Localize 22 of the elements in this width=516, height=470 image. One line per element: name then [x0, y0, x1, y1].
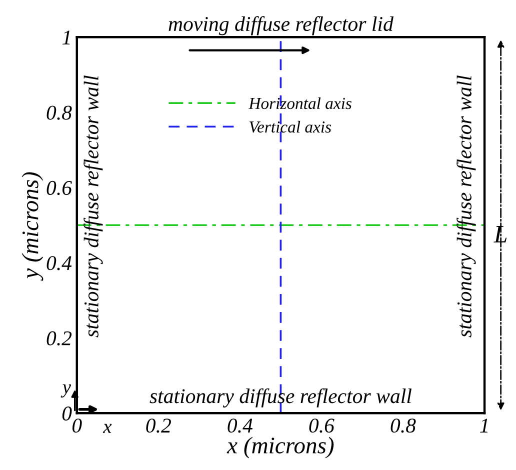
- x-tick-label: 1: [480, 418, 488, 432]
- y-tick-label: 0.8: [46, 106, 72, 120]
- text: y: [60, 384, 72, 398]
- text: L: [494, 226, 507, 242]
- y-tick-label: 0.2: [46, 331, 72, 346]
- text: moving diffuse reflector lid: [168, 16, 394, 36]
- annotation: stationary diffuse reflector wall: [84, 76, 103, 338]
- text: x: [102, 424, 112, 433]
- annotation: stationary diffuse reflector wall: [456, 76, 476, 338]
- legend-label: Vertical axis: [250, 120, 332, 133]
- annotation: stationary diffuse reflector wall: [150, 388, 412, 408]
- x-tick-label: 0.4: [228, 418, 252, 433]
- y-tick-label: 0.6: [46, 180, 72, 196]
- x-tick-label: 0: [72, 418, 82, 433]
- x-tick-label: 0.8: [390, 418, 416, 433]
- x-tick-label: 0.6: [309, 418, 334, 433]
- x-axis-title: x (microns): [226, 436, 334, 458]
- x-tick-label: 0.2: [146, 418, 171, 433]
- y-tick-label: 0.4: [46, 256, 72, 270]
- y-tick-label: 0: [62, 406, 72, 421]
- y-axis-title: y (microns): [22, 172, 44, 281]
- y-tick-label: 1: [62, 30, 70, 44]
